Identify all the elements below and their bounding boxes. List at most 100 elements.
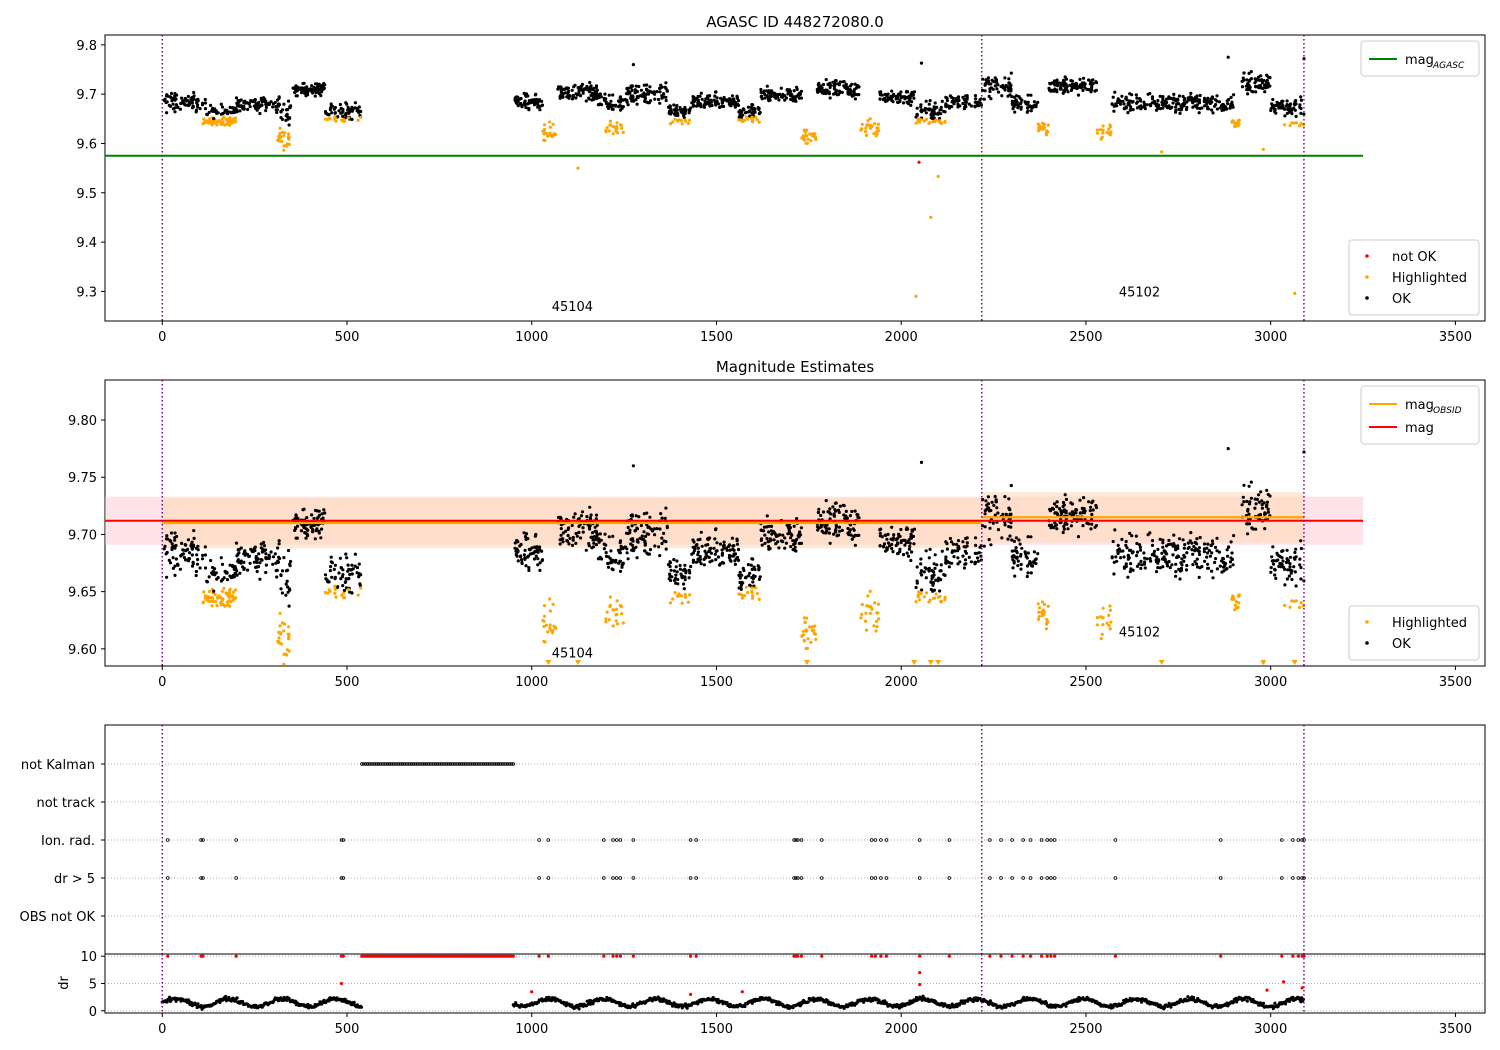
agasc-point-ok [610, 107, 614, 111]
estimates-point-ok [1274, 559, 1278, 563]
estimates-point-highlighted [865, 604, 869, 608]
agasc-point-highlighted [282, 134, 286, 138]
agasc-point-highlighted [216, 119, 220, 123]
agasc-point-highlighted [1105, 130, 1109, 134]
estimates-point-ok [1124, 564, 1128, 569]
agasc-point-ok [819, 89, 823, 93]
estimates-point-ok [181, 552, 185, 556]
estimates-point-ok [559, 527, 563, 531]
flag-marker [819, 876, 824, 880]
estimates-point-ok [791, 539, 795, 543]
agasc-point-ok [1055, 78, 1059, 82]
agasc-point-ok [594, 85, 598, 90]
estimates-point-ok [1019, 567, 1023, 571]
agasc-point-ok [355, 106, 360, 111]
estimates-point-ok [594, 543, 599, 547]
agasc-point-ok [763, 96, 767, 100]
estimates-point-ok [1167, 560, 1171, 564]
agasc-point-ok [840, 90, 844, 94]
estimates-point-ok [698, 555, 702, 559]
estimates-point-ok [1135, 564, 1140, 569]
estimates-point-ok [1269, 570, 1273, 574]
agasc-point-ok [1246, 92, 1250, 96]
agasc-point-ok [1064, 77, 1069, 81]
estimates-point-ok [604, 554, 609, 559]
estimates-point-ok [767, 524, 771, 528]
estimates-point-ok [635, 556, 639, 560]
agasc-point-ok [1013, 110, 1017, 114]
agasc-point-ok [603, 92, 607, 96]
agasc-point-ok [350, 117, 354, 121]
estimates-point-ok [1271, 545, 1275, 549]
estimates-point-ok [593, 525, 597, 529]
estimates-point-ok [191, 560, 195, 565]
dr-point [306, 1002, 310, 1007]
flag-marker [373, 762, 377, 766]
estimates-point-ok [175, 534, 179, 539]
estimates-point-ok [835, 534, 839, 538]
flag-marker [461, 762, 466, 766]
agasc-point-ok [1126, 101, 1130, 105]
flag-marker [999, 838, 1003, 842]
agasc-point-ok [964, 105, 968, 109]
agasc-point-ok [964, 94, 968, 98]
estimates-point-ok [904, 527, 909, 532]
estimates-point-ok [750, 576, 754, 580]
estimates-point-ok [672, 578, 677, 583]
agasc-point-ok [534, 101, 538, 106]
estimates-point-ok [722, 561, 726, 565]
agasc-point-ok [1283, 114, 1287, 118]
agasc-point-ok [330, 104, 334, 108]
agasc-point-ok [857, 85, 861, 89]
estimates-point-ok [1001, 512, 1005, 516]
estimates-point-ok [1195, 562, 1199, 566]
estimates-point-ok [264, 570, 268, 575]
estimates-point-ok [1179, 561, 1183, 565]
estimates-point-ok [1158, 537, 1162, 541]
estimates-point-highlighted [607, 618, 611, 622]
estimates-point-ok [1292, 565, 1296, 569]
estimates-point-ok [1289, 568, 1293, 572]
flag-marker [411, 762, 416, 766]
estimates-point-ok [1014, 546, 1018, 550]
flag-marker [491, 762, 495, 766]
estimates-point-ok [591, 538, 595, 542]
estimates-point-ok [256, 565, 261, 569]
estimates-point-ok [1191, 552, 1195, 556]
estimates-point-ok [536, 563, 540, 567]
dr-point [657, 996, 661, 1000]
flags-row-label: Ion. rad. [41, 834, 95, 849]
agasc-point-ok [1008, 93, 1012, 97]
estimates-point-ok [566, 527, 570, 532]
estimates-point-ok [931, 582, 935, 586]
estimates-legend-line-label: mag [1405, 421, 1434, 436]
agasc-point-ok [320, 90, 324, 94]
agasc-point-ok [611, 93, 615, 97]
estimates-point-ok [323, 573, 328, 577]
estimates-point-highlighted [872, 624, 876, 628]
agasc-point-ok [1197, 98, 1201, 102]
estimates-point-ok [1186, 546, 1190, 551]
estimates-point-ok [515, 538, 519, 543]
estimates-point-ok [631, 464, 636, 468]
estimates-point-ok [928, 547, 932, 552]
estimates-point-ok [286, 590, 290, 594]
agasc-point-ok [1003, 88, 1007, 92]
estimates-point-ok [910, 550, 914, 554]
agasc-point-ok [824, 78, 828, 82]
estimates-point-ok [762, 525, 767, 529]
estimates-point-ok [1142, 551, 1146, 555]
agasc-point-ok [1172, 96, 1176, 100]
agasc-point-highlighted [542, 127, 547, 132]
agasc-point-ok [1065, 84, 1069, 89]
estimates-point-ok [604, 543, 608, 547]
estimates-point-ok [996, 511, 1000, 515]
estimates-point-ok [1143, 560, 1147, 564]
estimates-point-highlighted [548, 609, 553, 613]
agasc-point-highlighted [1261, 147, 1265, 151]
agasc-point-highlighted [543, 138, 547, 143]
estimates-point-ok [1036, 552, 1040, 556]
flag-marker [369, 762, 373, 766]
agasc-point-highlighted [285, 144, 289, 148]
estimates-point-ok [186, 547, 190, 552]
